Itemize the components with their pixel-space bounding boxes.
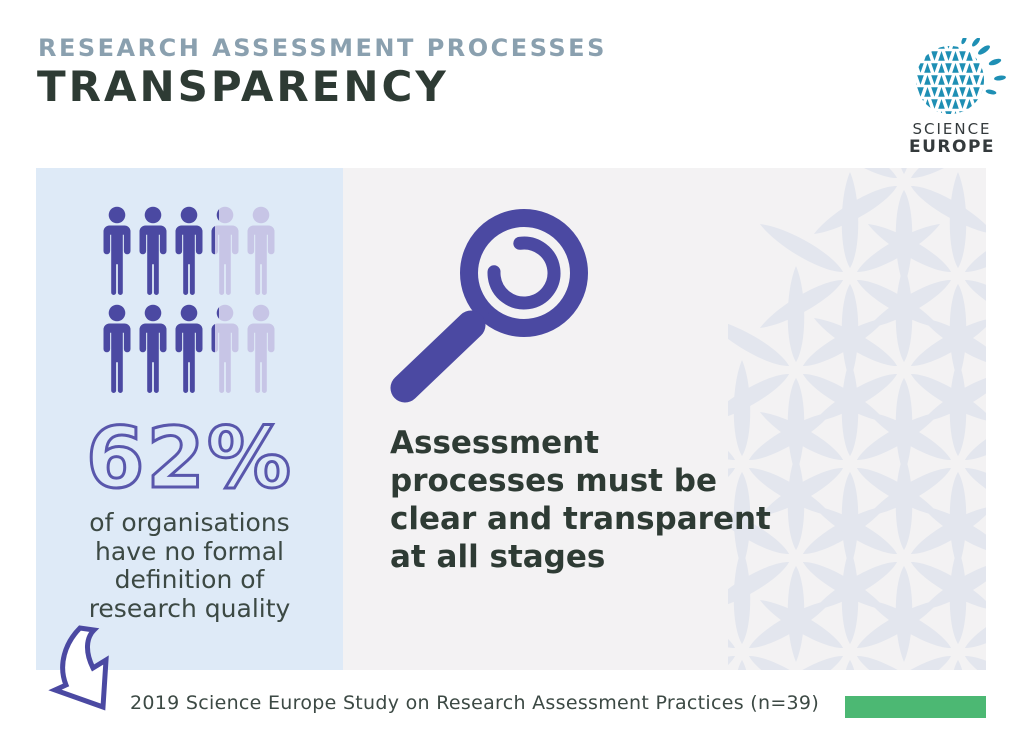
person-icon [211,206,239,295]
person-icon [103,304,131,393]
header-subtitle: RESEARCH ASSESSMENT PROCESSES [38,34,607,62]
key-message-line: clear and transparent [390,501,771,537]
logo-text-science: SCIENCE [912,120,992,138]
person-icon [139,206,167,295]
person-icon [247,206,275,295]
science-europe-logo: SCIENCE EUROPE [896,38,1008,157]
person-icon [247,304,275,393]
stat-panel: 62% of organisations have no formal defi… [36,168,343,670]
source-text: 2019 Science Europe Study on Research As… [130,692,820,714]
person-icon [103,206,131,295]
stat-caption-line: of organisations [89,508,290,537]
logo-sphere-icon [916,38,1006,114]
stat-caption: of organisations have no formal definiti… [36,508,343,623]
page-title: TRANSPARENCY [37,62,449,111]
logo-leaves-icon [961,38,1006,95]
key-message-line: at all stages [390,539,606,575]
person-icon [211,304,239,393]
green-accent-bar [845,696,986,718]
message-panel: Assessment processes must be clear and t… [343,168,986,670]
key-message-line: Assessment [390,425,600,461]
stat-caption-line: have no formal [95,536,284,566]
stat-caption-line: research quality [88,593,291,623]
stat-caption-line: definition of [114,565,265,594]
people-pictograph [99,206,279,396]
person-icon [139,304,167,393]
logo-text-europe: EUROPE [908,137,996,157]
key-message: Assessment processes must be clear and t… [390,424,771,576]
curved-arrow-icon [48,625,109,711]
flower-pattern-background [728,168,986,670]
magnifier-icon [390,209,588,403]
stat-percentage: 62% [84,409,294,507]
person-icon [175,206,203,295]
person-icon [175,304,203,393]
key-message-line: processes must be [390,463,717,499]
